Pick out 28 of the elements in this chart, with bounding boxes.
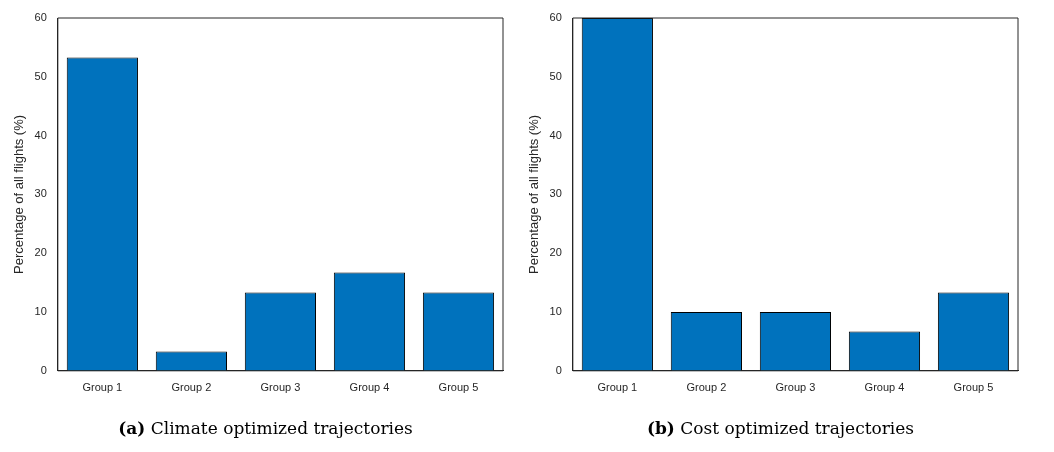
y-tick-label: 40: [34, 128, 47, 141]
y-tick-label: 60: [549, 11, 562, 24]
x-tick-label: Group 2: [171, 381, 212, 394]
y-tick-label: 50: [549, 69, 562, 82]
x-tick-label: Group 2: [686, 381, 727, 394]
y-tick-label: 10: [549, 305, 562, 318]
y-tick-label: 0: [555, 363, 562, 376]
x-tick-label: Group 4: [349, 381, 390, 394]
y-tick-label: 40: [549, 128, 562, 141]
y-axis-title: Percentage of all flights (%): [526, 114, 542, 274]
x-tick-label: Group 3: [775, 381, 816, 394]
text: (a) Climate optimized trajectories: [117, 418, 414, 438]
x-tick-label: Group 3: [260, 381, 301, 394]
y-tick-label: 20: [549, 246, 562, 259]
y-tick-label: 30: [549, 187, 562, 200]
x-tick-label: Group 1: [82, 381, 123, 394]
x-tick-label: Group 5: [953, 381, 994, 394]
y-tick-label: 10: [34, 305, 47, 318]
y-tick-label: 60: [34, 11, 47, 24]
y-tick-label: 30: [34, 187, 47, 200]
x-tick-label: Group 4: [864, 381, 905, 394]
x-tick-label: Group 1: [597, 381, 638, 394]
x-tick-label: Group 5: [438, 381, 479, 394]
y-tick-label: 20: [34, 246, 47, 259]
y-tick-label: 50: [34, 69, 47, 82]
y-tick-label: 0: [40, 363, 47, 376]
text: (b) Cost optimized trajectories: [645, 418, 916, 438]
y-axis-title: Percentage of all flights (%): [11, 114, 27, 274]
